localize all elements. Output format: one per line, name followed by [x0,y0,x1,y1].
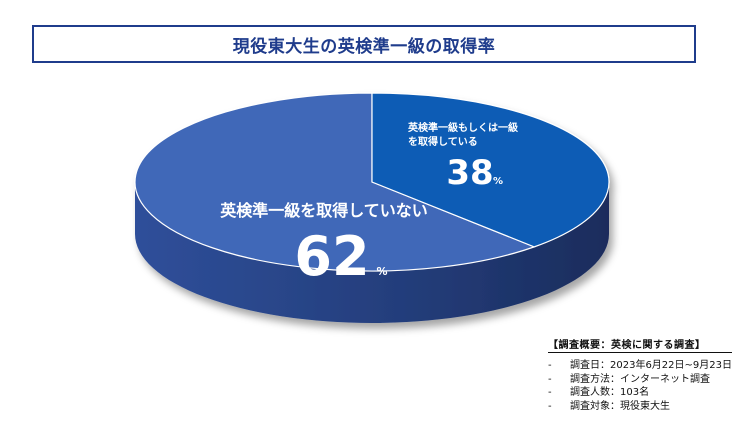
chart-title-box: 現役東大生の英検準一級の取得率 [32,25,696,63]
slice-acquired-value: 38 [446,153,493,193]
pie-side-wall [135,182,609,323]
slice-acquired-label-line2: を取得している [408,135,478,148]
slice-not-acquired [134,92,536,272]
survey-item: - 調査人数：103名 [548,387,650,398]
slice-not-acquired-value: 62 [294,225,369,288]
slice-acquired-label-line1: 英検準一級もしくは一級 [407,121,518,134]
survey-item: - 調査日：2023年6月22日~9月23日 [548,360,733,371]
slice-acquired-unit: % [493,176,503,187]
chart-title: 現役東大生の英検準一級の取得率 [232,36,496,57]
survey-heading: 【調査概要：英検に関する調査】 [548,336,733,353]
survey-item: - 調査方法：インターネット調査 [548,373,710,385]
slice-acquired [371,92,610,248]
slice-not-acquired-label: 英検準一級を取得していない [219,201,428,220]
slice-not-acquired-unit: % [376,265,387,278]
survey-item: - 調査対象：現役東大生 [548,400,670,412]
survey-summary: 【調査概要：英検に関する調査】 - 調査日：2023年6月22日~9月23日 -… [548,336,733,413]
